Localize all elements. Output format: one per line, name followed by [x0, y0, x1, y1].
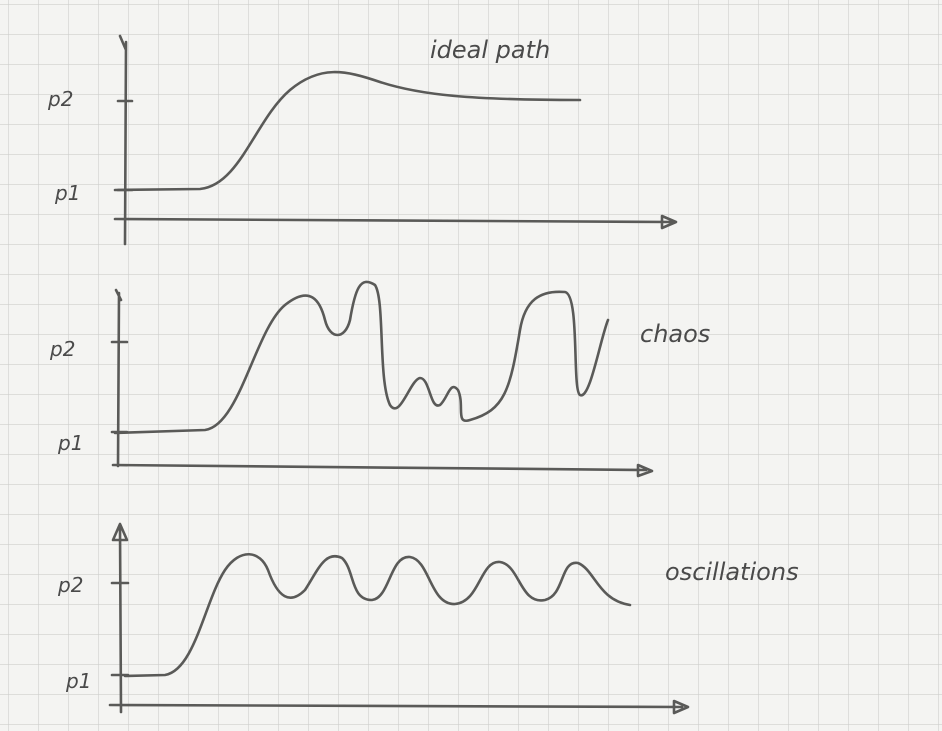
x-axis — [111, 463, 654, 478]
panel-label: chaos — [640, 320, 710, 348]
level-label: p1 — [57, 431, 83, 455]
y-axis — [114, 288, 123, 468]
chaos-panel: chaos p2 p1 — [49, 280, 710, 478]
panel-label: ideal path — [430, 36, 550, 64]
ideal-panel: ideal path p2 p1 — [47, 34, 678, 246]
chaos-curve — [113, 280, 610, 435]
level-label: p2 — [49, 337, 75, 361]
level-label: p1 — [65, 669, 91, 693]
y-axis — [111, 522, 129, 714]
ideal-curve — [113, 70, 582, 192]
panel-label: oscillations — [665, 558, 799, 586]
oscillation-curve — [123, 553, 632, 678]
level-label: p1 — [54, 181, 80, 205]
y-axis — [118, 34, 128, 246]
oscillation-panel: oscillations p2 p1 — [57, 522, 799, 715]
level-label: p2 — [47, 87, 73, 111]
x-axis — [108, 699, 690, 715]
x-axis — [113, 214, 678, 230]
level-label: p2 — [57, 573, 83, 597]
